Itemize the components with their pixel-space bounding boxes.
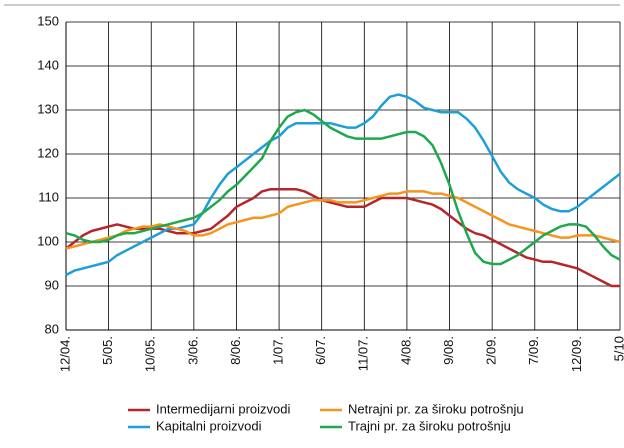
x-tick-label: 12/04. (57, 336, 72, 372)
series-line (65, 187, 620, 288)
x-tick-label: 6/07. (313, 336, 328, 365)
y-tick-label: 110 (38, 189, 59, 204)
y-tick-label: 150 (37, 13, 59, 28)
y-tick-label: 130 (37, 101, 59, 116)
legend-label: Kapitalni proizvodi (156, 418, 262, 433)
x-tick-label: 10/05. (143, 336, 158, 372)
x-tick-label: 8/06. (228, 336, 243, 365)
y-tick-label: 90 (45, 277, 59, 292)
x-tick-label: 12/09. (569, 336, 584, 372)
legend-label: Intermedijarni proizvodi (156, 401, 291, 416)
series-line (65, 108, 621, 266)
x-tick-label: 5/10 (611, 336, 624, 361)
x-tick-label: 2/09. (484, 336, 499, 365)
y-tick-label: 80 (45, 321, 59, 336)
y-tick-label: 140 (37, 57, 59, 72)
series-line (65, 93, 621, 277)
legend-label: Trajni pr. za široku potrošnju (348, 418, 511, 433)
legend-label: Netrajni pr. za široku potrošnju (348, 401, 524, 416)
x-tick-label: 5/05. (100, 336, 115, 365)
y-tick-label: 100 (37, 233, 59, 248)
x-tick-label: 1/07. (271, 336, 286, 365)
series-line (65, 190, 621, 250)
x-tick-label: 9/08. (441, 336, 456, 365)
x-tick-label: 3/06. (185, 336, 200, 365)
x-tick-label: 7/09. (526, 336, 541, 365)
y-tick-label: 120 (37, 145, 59, 160)
x-tick-label: 11/07. (356, 336, 371, 371)
x-tick-label: 4/08. (398, 336, 413, 365)
